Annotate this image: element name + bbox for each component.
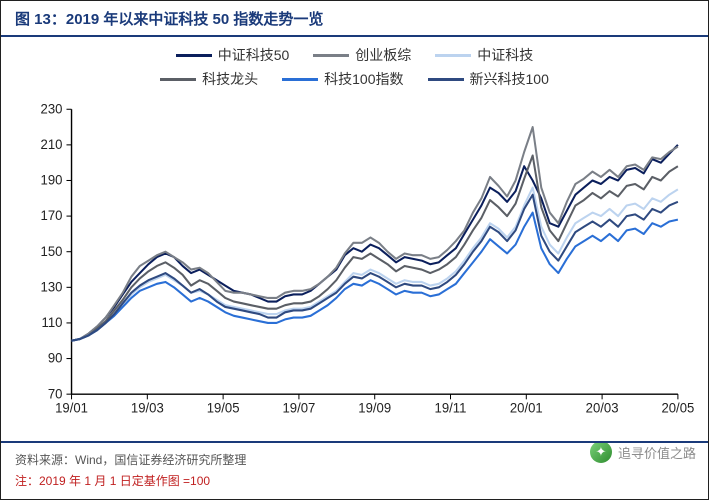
source-label: 资料来源：Wind，国信证券经济研究所整理 [1,443,708,470]
svg-text:190: 190 [41,172,63,187]
svg-text:170: 170 [41,208,63,223]
legend-swatch [428,78,464,81]
svg-text:19/11: 19/11 [435,401,467,416]
legend-label: 中证科技50 [218,45,290,65]
svg-text:19/05: 19/05 [207,401,240,416]
legend-label: 新兴科技100 [470,69,549,89]
svg-text:20/03: 20/03 [586,401,619,416]
figure-footer: 资料来源：Wind，国信证券经济研究所整理 注：2019 年 1 月 1 日定基… [1,441,708,499]
legend-swatch [313,54,349,57]
figure-title: 图 13：2019 年以来中证科技 50 指数走势一览 [1,1,708,37]
legend-label: 创业板综 [355,45,411,65]
legend-swatch [176,54,212,57]
legend-item: 中证科技50 [176,45,290,65]
legend-item: 创业板综 [313,45,411,65]
svg-text:130: 130 [41,279,63,294]
chart-plot-area: 70 90 110 130 150 170 190 210 230 19/01 19/03 19/05… [21,101,688,421]
chart-legend: 中证科技50 创业板综 中证科技科技龙头 科技100指数 新兴科技100 [1,45,708,89]
svg-text:150: 150 [41,244,63,259]
line-chart: 70 90 110 130 150 170 190 210 230 19/01 19/03 19/05… [21,101,688,421]
svg-text:90: 90 [48,351,63,366]
svg-text:70: 70 [48,386,63,401]
svg-text:19/01: 19/01 [55,401,88,416]
svg-text:19/03: 19/03 [131,401,164,416]
figure-container: 图 13：2019 年以来中证科技 50 指数走势一览 中证科技50创业板综中证… [0,0,709,500]
svg-text:20/05: 20/05 [661,401,694,416]
legend-item: 新兴科技100 [428,69,549,89]
legend-label: 科技龙头 [202,69,258,89]
legend-item: 科技龙头 [160,69,258,89]
legend-label: 科技100指数 [324,69,403,89]
svg-text:19/07: 19/07 [282,401,315,416]
legend-swatch [160,78,196,81]
legend-label: 中证科技 [477,45,533,65]
legend-swatch [282,78,318,81]
note-label: 注：2019 年 1 月 1 日定基作图 =100 [1,470,708,499]
svg-text:210: 210 [41,137,63,152]
legend-swatch [435,54,471,57]
legend-item: 科技100指数 [282,69,403,89]
svg-text:230: 230 [41,101,63,116]
svg-text:110: 110 [42,315,63,330]
svg-text:19/09: 19/09 [358,401,391,416]
legend-item: 中证科技 [435,45,533,65]
svg-text:20/01: 20/01 [510,401,543,416]
